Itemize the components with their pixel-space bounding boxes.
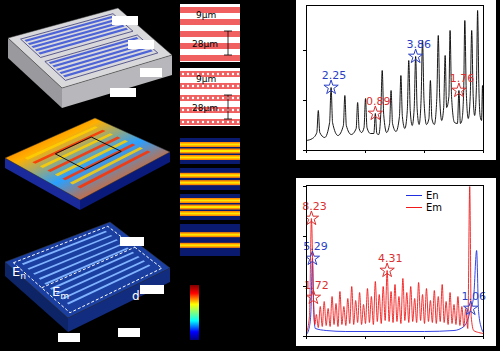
svg-text:4.31: 4.31 [378, 252, 403, 265]
svg-text:Em: Em [52, 284, 69, 301]
html-text:En: En [426, 189, 439, 201]
svg-text:1.72: 1.72 [304, 279, 329, 292]
svg-text:2.25: 2.25 [322, 69, 347, 82]
svg-text:9μm: 9μm [196, 10, 216, 20]
svg-text:d: d [132, 289, 140, 303]
svg-text:5.29: 5.29 [303, 240, 328, 253]
svg-text:28μm: 28μm [192, 103, 218, 113]
svg-text:28μm: 28μm [192, 39, 218, 49]
svg-text:9μm: 9μm [196, 74, 216, 84]
html-text:Em: Em [426, 201, 443, 213]
svg-text:1.06: 1.06 [461, 290, 486, 303]
svg-text:8.23: 8.23 [302, 200, 327, 213]
svg-text:3.86: 3.86 [406, 38, 431, 51]
svg-text:En: En [12, 264, 26, 281]
svg-text:1.76: 1.76 [450, 72, 475, 85]
svg-text:0.89: 0.89 [366, 95, 391, 108]
